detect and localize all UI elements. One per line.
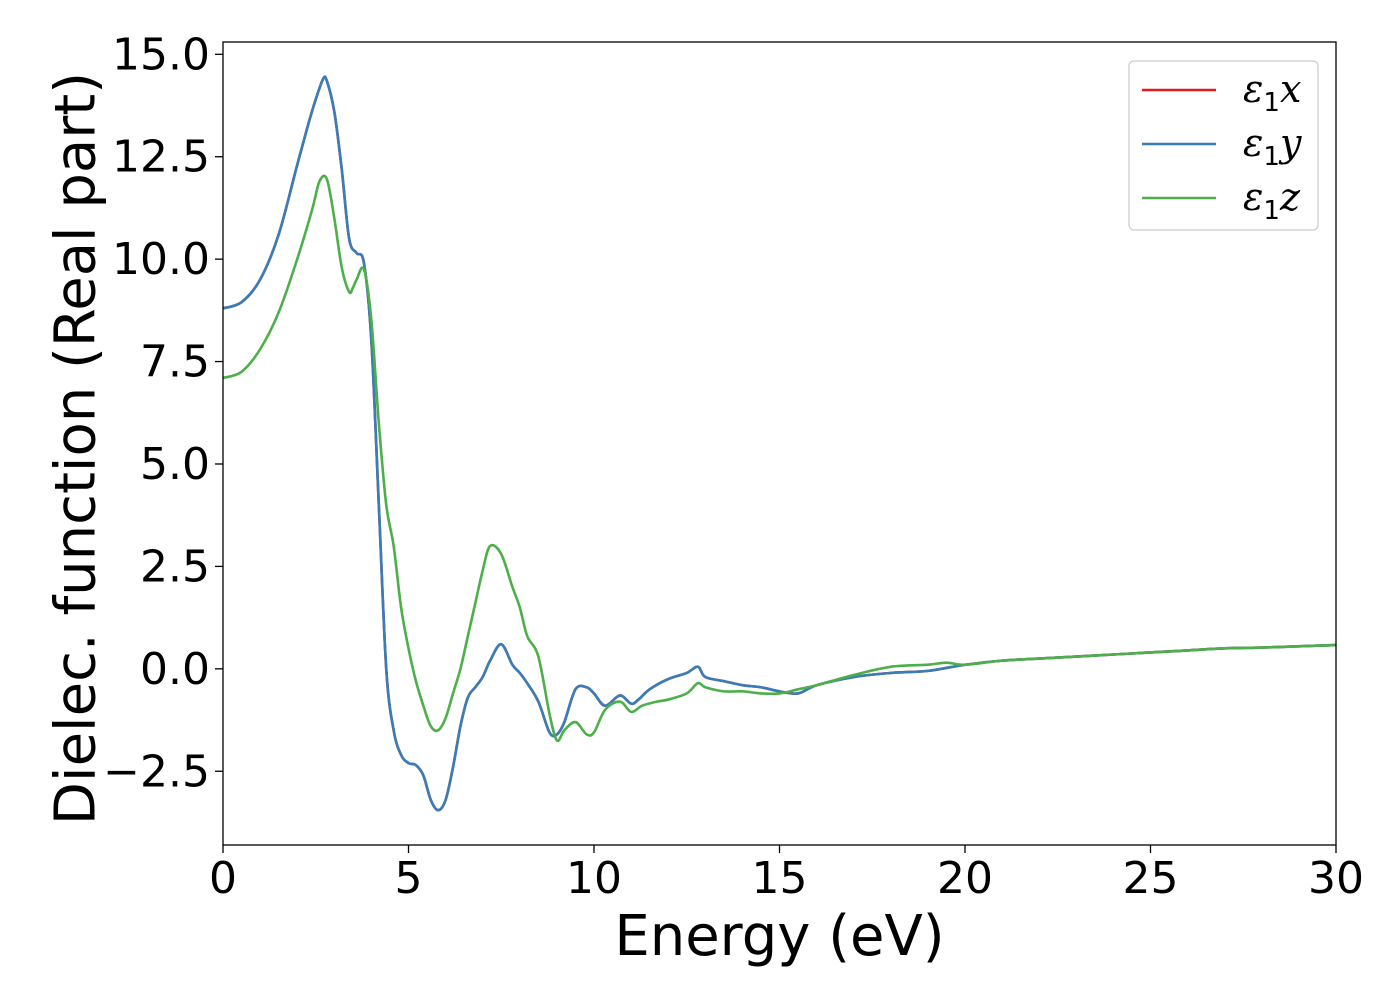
y-axis: −2.5 0.0 2.5 5.0 7.5 10.0 12.5 15.0 xyxy=(103,29,223,797)
legend-label: ε1z xyxy=(1243,175,1301,226)
y-tick-label: −2.5 xyxy=(103,746,210,797)
y-tick-label: 2.5 xyxy=(140,541,210,592)
x-axis: 0 5 10 15 20 25 30 xyxy=(209,845,1364,904)
legend-label: ε1y xyxy=(1243,121,1302,172)
y-axis-title: Dielec. function (Real part) xyxy=(44,72,109,825)
legend-frame xyxy=(1128,60,1319,231)
x-axis-title: Energy (eV) xyxy=(614,904,944,969)
y-tick-label: 7.5 xyxy=(140,337,210,388)
series-line-y xyxy=(223,75,1336,812)
x-tick-label: 10 xyxy=(566,853,622,904)
y-tick-label: 12.5 xyxy=(112,132,210,183)
x-tick-label: 25 xyxy=(1123,853,1179,904)
series-layer xyxy=(223,75,1336,812)
x-tick-label: 20 xyxy=(937,853,993,904)
y-tick-label: 15.0 xyxy=(112,29,210,80)
x-tick-label: 0 xyxy=(209,853,237,904)
legend-label: ε1x xyxy=(1243,67,1301,118)
y-tick-label: 5.0 xyxy=(140,439,210,490)
x-tick-label: 15 xyxy=(752,853,808,904)
x-tick-label: 5 xyxy=(395,853,423,904)
y-tick-label: 0.0 xyxy=(140,644,210,695)
series-line-z xyxy=(223,174,1336,743)
y-tick-label: 10.0 xyxy=(112,234,210,285)
x-tick-label: 30 xyxy=(1308,853,1364,904)
